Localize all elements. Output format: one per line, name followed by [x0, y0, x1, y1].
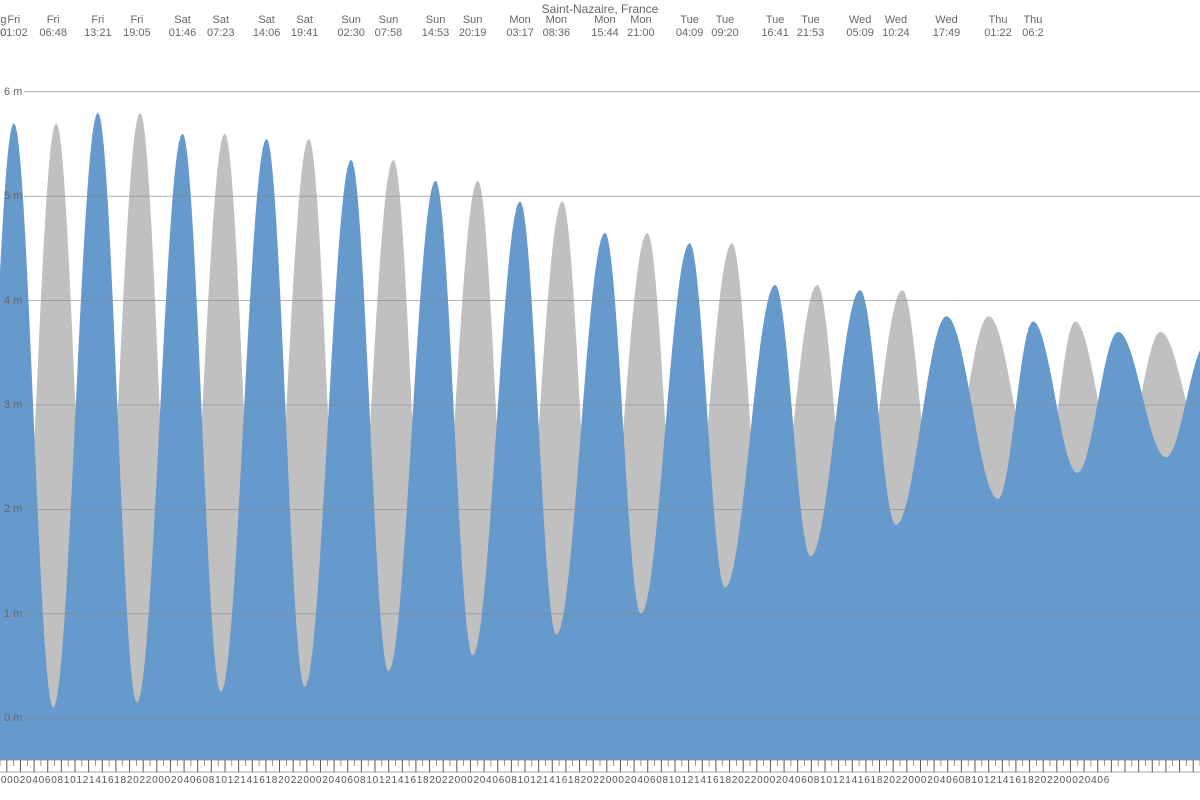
tide-time-label: Sun14:53: [422, 14, 450, 40]
tide-time-day: Thu: [1023, 14, 1042, 26]
tide-time-label: Sat01:46: [169, 14, 197, 40]
tide-time-day: Fri: [91, 14, 104, 26]
tide-time-label: Fri01:02: [0, 14, 28, 40]
tide-time-value: 07:58: [375, 27, 403, 39]
tide-time-day: Wed: [849, 14, 871, 26]
tide-time-value: 16:41: [761, 27, 789, 39]
tide-time-day: Fri: [7, 14, 20, 26]
tide-time-label: Fri19:05: [123, 14, 151, 40]
tide-time-value: 21:53: [797, 27, 825, 39]
tide-time-value: 14:53: [422, 27, 450, 39]
y-tick-label: 2 m: [4, 503, 22, 515]
tide-time-label: Tue09:20: [711, 14, 739, 40]
tide-time-day: Wed: [885, 14, 907, 26]
y-tick-label: 1 m: [4, 608, 22, 620]
tide-time-value: 19:05: [123, 27, 151, 39]
tide-time-value: 02:30: [337, 27, 365, 39]
tide-time-label: Sun07:58: [375, 14, 403, 40]
tide-time-value: 15:44: [591, 27, 619, 39]
bottom-hour-labels: 0002040608101214161820220002040608101214…: [1, 775, 1200, 786]
tide-time-label: Sat14:06: [253, 14, 281, 40]
tide-time-day: Mon: [594, 14, 615, 26]
tide-time-day: Tue: [716, 14, 735, 26]
tide-time-day: Tue: [801, 14, 820, 26]
tide-time-label: Sat19:41: [291, 14, 319, 40]
y-tick-label: 6 m: [4, 86, 22, 98]
tide-time-label: Sun20:19: [459, 14, 487, 40]
tide-time-value: 13:21: [84, 27, 112, 39]
tide-time-label: Mon15:44: [591, 14, 619, 40]
tide-time-day: Sun: [379, 14, 399, 26]
top-time-labels: g0Fri01:02Fri06:48Fri13:21Fri19:05Sat01:…: [0, 14, 1200, 44]
tide-time-value: 19:41: [291, 27, 319, 39]
tide-time-day: Wed: [935, 14, 957, 26]
tide-time-label: Wed05:09: [846, 14, 874, 40]
tide-time-label: Mon03:17: [506, 14, 534, 40]
tide-time-day: Sun: [463, 14, 483, 26]
tide-time-value: 01:02: [0, 27, 28, 39]
y-tick-label: 0 m: [4, 712, 22, 724]
tide-chart: Saint-Nazaire, France g0Fri01:02Fri06:48…: [0, 0, 1200, 800]
tide-time-label: Fri13:21: [84, 14, 112, 40]
tide-time-day: Fri: [130, 14, 143, 26]
tide-time-day: Mon: [509, 14, 530, 26]
tide-time-day: Sat: [258, 14, 275, 26]
tide-time-value: 20:19: [459, 27, 487, 39]
tide-time-label: Tue21:53: [797, 14, 825, 40]
tide-time-label: Wed10:24: [882, 14, 910, 40]
tide-time-value: 17:49: [933, 27, 961, 39]
tide-time-day: Tue: [680, 14, 699, 26]
tide-time-label: Fri06:48: [39, 14, 67, 40]
tide-time-label: Mon08:36: [543, 14, 571, 40]
tide-time-value: 01:46: [169, 27, 197, 39]
tide-time-day: Thu: [988, 14, 1007, 26]
tide-time-value: 07:23: [207, 27, 235, 39]
tide-time-value: 06:48: [39, 27, 67, 39]
tide-time-label: Wed17:49: [933, 14, 961, 40]
tide-time-label: Sun02:30: [337, 14, 365, 40]
tide-area: [0, 113, 1200, 760]
tide-time-value: 08:36: [543, 27, 571, 39]
tide-time-day: Sat: [296, 14, 313, 26]
tide-time-value: 01:22: [984, 27, 1012, 39]
y-tick-label: 5 m: [4, 190, 22, 202]
tide-time-value: 04:09: [676, 27, 704, 39]
tide-time-day: Tue: [766, 14, 785, 26]
chart-svg: [0, 0, 1200, 800]
tide-time-value: 06:2: [1022, 27, 1043, 39]
y-tick-label: 3 m: [4, 399, 22, 411]
tide-time-value: 03:17: [506, 27, 534, 39]
tide-time-value: 09:20: [711, 27, 739, 39]
tide-time-value: 21:00: [627, 27, 655, 39]
tide-time-day: Sat: [174, 14, 191, 26]
y-tick-label: 4 m: [4, 295, 22, 307]
tide-time-label: Thu06:2: [1022, 14, 1043, 40]
tide-time-label: Mon21:00: [627, 14, 655, 40]
tide-time-day: Fri: [47, 14, 60, 26]
tide-time-label: Thu01:22: [984, 14, 1012, 40]
tide-time-day: Sun: [341, 14, 361, 26]
tide-time-value: 10:24: [882, 27, 910, 39]
tide-time-day: Mon: [630, 14, 651, 26]
tide-time-day: Sun: [426, 14, 446, 26]
tide-time-day: Sat: [213, 14, 230, 26]
tide-time-label: Sat07:23: [207, 14, 235, 40]
tide-time-value: 05:09: [846, 27, 874, 39]
tide-time-label: Tue16:41: [761, 14, 789, 40]
tide-time-label: Tue04:09: [676, 14, 704, 40]
tide-time-day: Mon: [546, 14, 567, 26]
tide-time-value: 14:06: [253, 27, 281, 39]
